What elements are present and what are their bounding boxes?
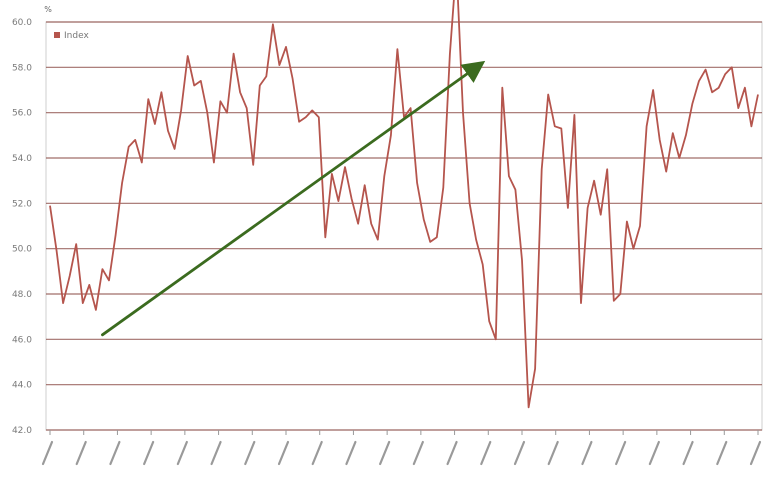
series-layer xyxy=(49,0,759,409)
x-axis-ticks xyxy=(41,430,762,466)
legend: Index xyxy=(54,31,89,41)
x-tick-label xyxy=(480,440,492,466)
x-tick-label xyxy=(109,440,121,466)
x-tick-label xyxy=(210,440,222,466)
x-tick-label xyxy=(446,440,458,466)
y-tick-label: 52.0 xyxy=(12,199,32,209)
x-tick-label xyxy=(379,440,391,466)
y-tick-label: 54.0 xyxy=(12,154,32,164)
x-tick-label xyxy=(75,440,87,466)
x-tick-label xyxy=(345,440,357,466)
legend-swatch xyxy=(54,32,60,38)
x-tick-label xyxy=(749,440,762,466)
plot-frame xyxy=(45,21,763,431)
x-tick-label xyxy=(41,440,54,466)
x-tick-label xyxy=(311,440,323,466)
x-tick-label xyxy=(581,440,593,466)
y-tick-label: 42.0 xyxy=(12,426,32,436)
y-tick-label: 48.0 xyxy=(12,290,32,300)
x-tick-label xyxy=(244,440,256,466)
x-tick-label xyxy=(547,440,559,466)
x-tick-label xyxy=(615,440,627,466)
x-tick-label xyxy=(682,440,694,466)
series-line-index xyxy=(49,0,759,409)
x-tick-label xyxy=(412,440,424,466)
y-tick-label: 56.0 xyxy=(12,109,32,119)
trendlines xyxy=(101,60,486,337)
trendline-1 xyxy=(101,60,486,337)
x-tick-label xyxy=(716,440,728,466)
x-tick-label xyxy=(513,440,526,466)
y-axis-unit: % xyxy=(44,5,52,14)
x-tick-label xyxy=(143,440,155,466)
y-tick-label: 46.0 xyxy=(12,335,32,345)
y-tick-label: 58.0 xyxy=(12,63,32,73)
x-tick-label xyxy=(277,440,290,466)
y-tick-label: 60.0 xyxy=(12,18,32,28)
legend-label: Index xyxy=(64,31,89,41)
y-tick-label: 50.0 xyxy=(12,245,32,255)
y-axis-ticks: 60.0 58.0 56.0 54.0 52.0 50.0 48.0 46.0 44.0 42.0… xyxy=(12,5,52,436)
x-tick-label xyxy=(176,440,188,466)
gridlines xyxy=(45,21,763,431)
y-tick-label: 44.0 xyxy=(12,381,32,391)
x-tick-label xyxy=(648,440,660,466)
